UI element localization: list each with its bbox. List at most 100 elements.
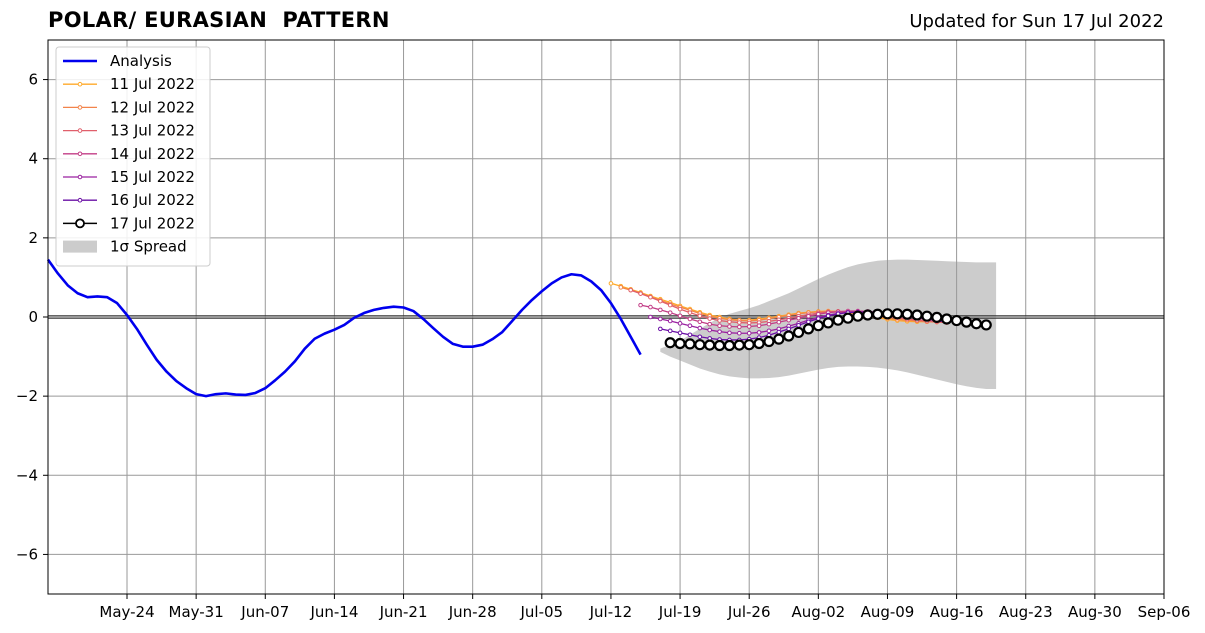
legend-marker: [77, 151, 83, 157]
data-point: [802, 323, 815, 335]
data-point: [812, 320, 824, 332]
data-point: [822, 317, 834, 329]
legend-swatch: [63, 240, 97, 253]
x-tick-label: Jul-12: [589, 603, 633, 621]
data-point: [697, 325, 703, 331]
data-point: [648, 304, 653, 310]
data-point: [658, 326, 663, 332]
data-point: [852, 310, 864, 322]
series-layer: [46, 258, 992, 398]
data-point: [862, 309, 874, 321]
y-tick-label: −4: [16, 466, 38, 484]
x-tick-label: Jul-26: [727, 603, 771, 621]
legend-marker: [77, 197, 83, 203]
legend-item: 17 Jul 2022: [63, 214, 195, 232]
data-point: [697, 334, 703, 340]
x-tick-label: Aug-23: [999, 603, 1053, 621]
data-point: [727, 324, 732, 329]
data-point: [832, 314, 844, 326]
data-point: [677, 306, 683, 312]
data-point: [707, 316, 712, 321]
x-tick-label: May-31: [169, 603, 224, 621]
data-point: [951, 314, 963, 327]
data-point: [717, 329, 722, 334]
data-point: [687, 316, 693, 322]
data-point: [941, 313, 953, 325]
data-point: [648, 294, 653, 300]
legend-marker: [77, 174, 83, 180]
data-point: [727, 330, 732, 336]
x-tick-label: Aug-30: [1068, 603, 1122, 621]
updated-date: Updated for Sun 17 Jul 2022: [909, 11, 1164, 32]
data-point: [717, 318, 722, 323]
data-point: [697, 319, 703, 325]
data-point: [891, 308, 903, 320]
data-point: [960, 316, 973, 328]
legend-item: 1σ Spread: [63, 238, 187, 256]
data-point: [911, 309, 923, 321]
data-point: [786, 317, 792, 323]
legend-marker: [77, 128, 83, 133]
data-point: [687, 323, 693, 329]
data-point: [756, 330, 762, 335]
legend-item: 13 Jul 2022: [63, 122, 195, 140]
legend-box: [55, 46, 211, 267]
data-point: [677, 313, 683, 319]
y-tick-label: −2: [16, 387, 38, 405]
legend-label: Analysis: [110, 52, 172, 70]
data-point: [737, 330, 742, 336]
data-point: [674, 337, 686, 350]
data-point: [753, 337, 765, 350]
data-point: [806, 319, 811, 325]
data-point: [746, 324, 752, 329]
x-tick-label: Aug-09: [861, 603, 915, 621]
legend-label: 1σ Spread: [110, 238, 187, 256]
legend-item: 15 Jul 2022: [63, 168, 195, 186]
data-point: [667, 328, 673, 334]
y-tick-label: 6: [28, 71, 38, 89]
data-point: [766, 328, 772, 334]
analysis-line: [46, 258, 642, 398]
data-point: [842, 312, 854, 324]
data-point: [763, 335, 775, 348]
data-point: [658, 316, 663, 322]
legend-label: 16 Jul 2022: [110, 191, 195, 209]
legend-item: 14 Jul 2022: [63, 145, 195, 163]
data-point: [776, 329, 782, 335]
data-point: [658, 307, 663, 313]
data-point: [687, 332, 693, 338]
legend-item: 11 Jul 2022: [63, 75, 195, 93]
data-point: [677, 330, 683, 336]
legend-marker: [77, 105, 83, 110]
legend-item: 16 Jul 2022: [63, 191, 195, 209]
legend-marker: [77, 81, 83, 87]
x-tick-label: Aug-02: [791, 603, 845, 621]
data-point: [796, 315, 801, 321]
series-line: [620, 286, 947, 324]
y-tick-label: 0: [28, 308, 38, 326]
data-point: [871, 308, 884, 320]
legend-item: Analysis: [63, 52, 172, 70]
data-point: [697, 313, 703, 319]
legend-label: 13 Jul 2022: [110, 122, 195, 140]
legend-label: 17 Jul 2022: [110, 214, 195, 232]
x-tick-label: Aug-16: [930, 603, 984, 621]
legend-label: 15 Jul 2022: [110, 168, 195, 186]
grid-layer: [48, 40, 1165, 594]
legend-marker: [75, 218, 85, 229]
legend: Analysis 11 Jul 2022 12 Jul 2022 13 Jul 202…: [55, 46, 211, 267]
data-point: [687, 310, 693, 315]
x-tick-label: Jul-05: [520, 603, 564, 621]
data-point: [816, 316, 821, 321]
data-point: [658, 298, 663, 304]
data-point: [667, 302, 673, 308]
chart-title: POLAR/ EURASIAN PATTERN: [48, 8, 390, 32]
y-tick-label: 4: [28, 150, 38, 168]
data-point: [743, 339, 755, 351]
data-point: [776, 319, 782, 325]
data-point: [881, 308, 894, 320]
data-point: [618, 285, 624, 290]
axes-layer: May-24 May-31 Jun-07 Jun-14 Jun-21 Jun-28 Jul-…: [16, 39, 1190, 621]
data-point: [664, 337, 676, 349]
